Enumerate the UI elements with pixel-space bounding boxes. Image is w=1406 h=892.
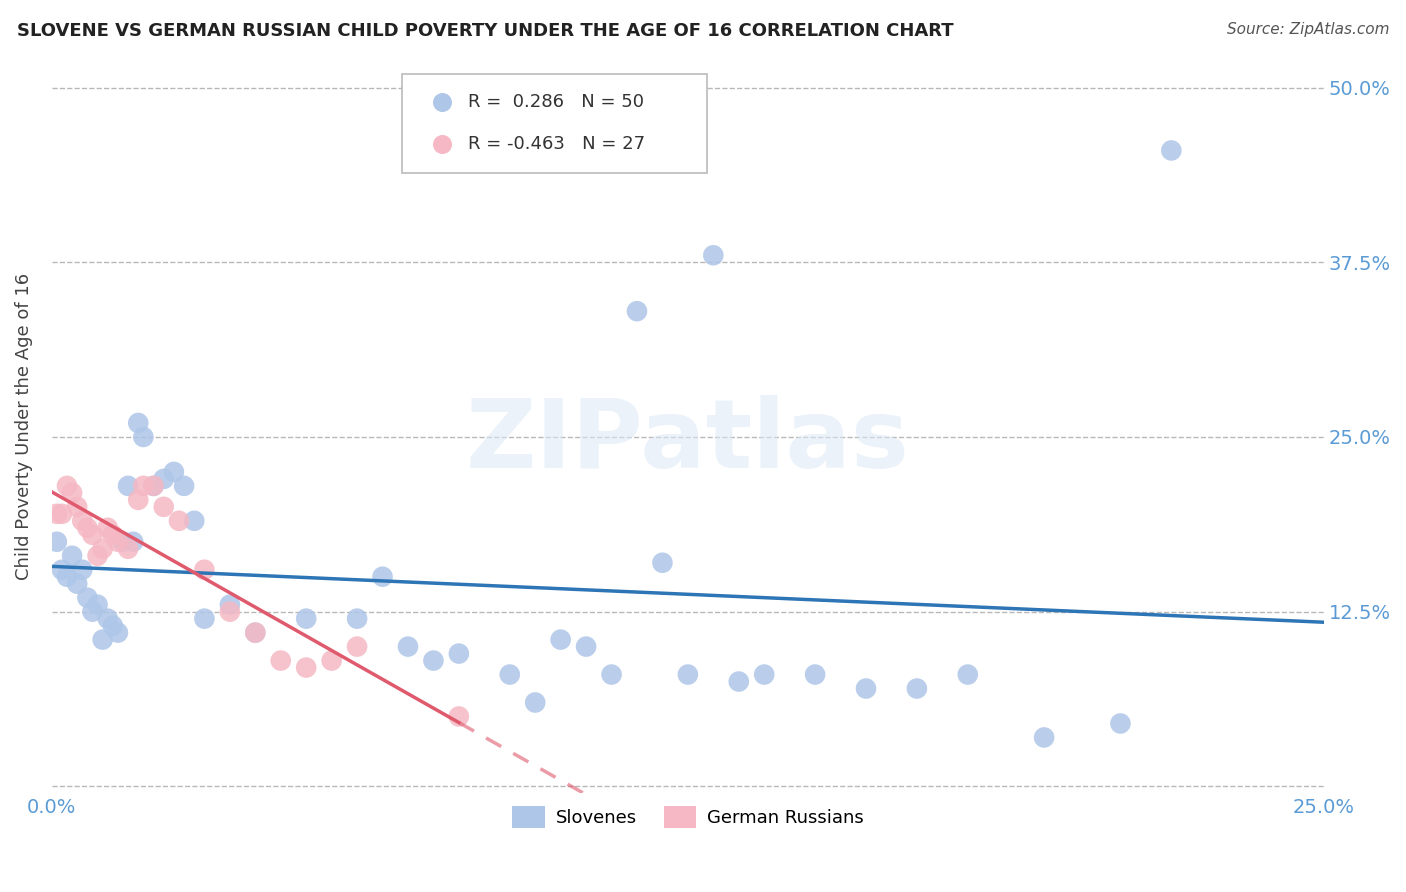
Point [66,576,89,591]
Point [86,549,108,563]
Point [60,549,83,563]
Point [905,681,928,696]
Point [754,667,776,681]
Point [51,507,73,521]
Point [91,632,114,647]
Point [56,479,79,493]
Point [651,556,673,570]
Point [72,514,94,528]
Point [346,640,368,654]
Point [51,563,73,577]
Point [956,667,979,681]
Point [82,528,104,542]
Point [117,479,139,493]
Point [152,472,174,486]
Point [107,534,129,549]
Point [447,647,470,661]
Point [447,709,470,723]
Point [45,507,67,521]
Point [56,570,79,584]
Point [727,674,749,689]
Point [321,654,343,668]
Point [91,541,114,556]
Point [524,696,547,710]
Point [45,534,67,549]
Point [855,681,877,696]
Point [97,521,120,535]
Point [422,654,444,668]
Point [127,492,149,507]
Text: ZIPatlas: ZIPatlas [465,394,910,488]
Point [1033,731,1056,745]
Point [600,667,623,681]
Legend: Slovenes, German Russians: Slovenes, German Russians [505,799,870,836]
Point [295,660,318,674]
Point [295,612,318,626]
Point [167,514,190,528]
Point [396,640,419,654]
Text: SLOVENE VS GERMAN RUSSIAN CHILD POVERTY UNDER THE AGE OF 16 CORRELATION CHART: SLOVENE VS GERMAN RUSSIAN CHILD POVERTY … [17,22,953,40]
Point [152,500,174,514]
Point [76,521,98,535]
Point [245,625,267,640]
Point [804,667,827,681]
Point [82,605,104,619]
Point [117,541,139,556]
FancyBboxPatch shape [402,74,707,173]
Text: R =  0.286   N = 50: R = 0.286 N = 50 [468,93,644,112]
Point [101,528,124,542]
Point [72,563,94,577]
Point [101,618,124,632]
Point [127,416,149,430]
Point [702,248,724,262]
Point [499,667,522,681]
Point [97,612,120,626]
Text: R = -0.463   N = 27: R = -0.463 N = 27 [468,135,645,153]
Point [163,465,186,479]
Point [142,479,165,493]
Point [676,667,699,681]
Point [66,500,89,514]
Point [111,534,134,549]
Point [218,598,240,612]
Point [122,534,145,549]
Point [142,479,165,493]
Point [193,563,215,577]
Point [270,654,292,668]
Point [76,591,98,605]
Point [60,486,83,500]
Point [132,430,155,444]
Point [1160,144,1182,158]
Point [218,605,240,619]
Point [173,479,195,493]
Point [193,612,215,626]
Point [575,640,598,654]
Text: Source: ZipAtlas.com: Source: ZipAtlas.com [1226,22,1389,37]
Point [183,514,205,528]
Point [132,479,155,493]
Point [371,570,394,584]
Point [626,304,648,318]
Point [245,625,267,640]
Point [1109,716,1132,731]
Point [346,612,368,626]
Point [550,632,572,647]
Point [86,598,108,612]
Y-axis label: Child Poverty Under the Age of 16: Child Poverty Under the Age of 16 [15,273,32,580]
Point [107,625,129,640]
